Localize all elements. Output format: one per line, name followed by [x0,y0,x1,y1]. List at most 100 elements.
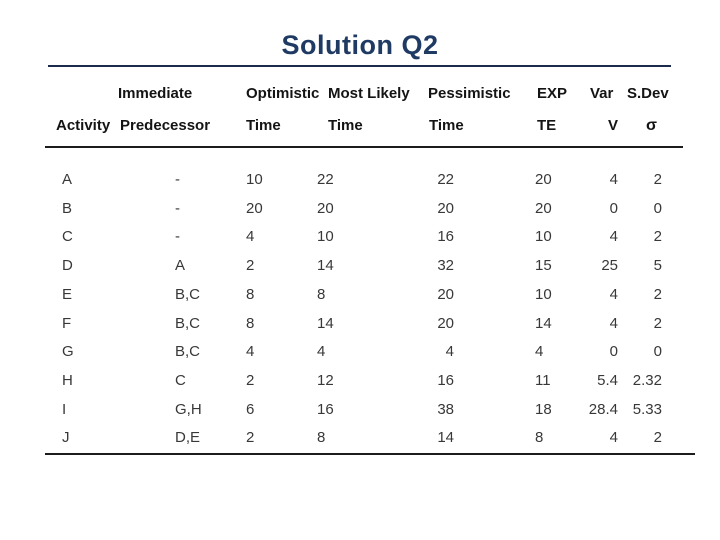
cell-activity: H [62,372,73,389]
cell-predecessor: B,C [175,343,201,360]
table-row: F B,C 8 14 20 14 4 2 [0,315,720,337]
cell-most-likely: 8 [317,429,326,446]
cell-var: 0 [609,343,618,360]
cell-te: 14 [535,315,552,332]
cell-activity: F [62,315,72,332]
cell-pessimistic: 16 [437,228,454,245]
cell-predecessor: G,H [175,401,202,418]
cell-var: 0 [609,200,618,217]
table-row: H C 2 12 16 11 5.4 2.32 [0,372,720,394]
cell-sdev: 2 [653,286,662,303]
col-header-most-likely: Most Likely [328,85,410,102]
cell-var: 4 [609,286,618,303]
cell-activity: G [62,343,74,360]
cell-activity: D [62,257,73,274]
cell-activity: E [62,286,73,303]
cell-te: 20 [535,171,552,188]
cell-sdev: 5 [653,257,662,274]
cell-most-likely: 22 [317,171,334,188]
col-header-most-likely-time: Time [328,117,363,134]
cell-most-likely: 14 [317,315,334,332]
cell-pessimistic: 38 [437,401,454,418]
cell-pessimistic: 22 [437,171,454,188]
cell-var: 4 [609,429,618,446]
cell-activity: C [62,228,73,245]
cell-var: 4 [609,171,618,188]
cell-predecessor: - [175,171,180,188]
cell-predecessor: B,C [175,315,201,332]
cell-most-likely: 4 [317,343,326,360]
col-header-sdev: S.Dev [627,85,669,102]
cell-optimistic: 4 [246,228,255,245]
cell-predecessor: B,C [175,286,201,303]
cell-sdev: 0 [653,343,662,360]
cell-var: 4 [609,228,618,245]
cell-most-likely: 14 [317,257,334,274]
table-bottom-line [45,453,695,455]
cell-optimistic: 10 [246,171,263,188]
table-row: J D,E 2 8 14 8 4 2 [0,429,720,451]
cell-predecessor: D,E [175,429,201,446]
title-underline [48,65,671,67]
cell-activity: A [62,171,73,188]
table-row: B - 20 20 20 20 0 0 [0,200,720,222]
table-row: A - 10 22 22 20 4 2 [0,171,720,193]
col-header-predecessor: Predecessor [120,117,211,134]
cell-sdev: 2 [653,171,662,188]
col-header-activity: Activity [56,117,111,134]
cell-predecessor: C [175,372,186,389]
cell-activity: B [62,200,73,217]
col-header-v: V [608,117,619,134]
cell-most-likely: 10 [317,228,334,245]
col-header-optimistic: Optimistic [246,85,320,102]
header-separator-line [45,146,683,148]
cell-optimistic: 20 [246,200,263,217]
cell-te: 10 [535,286,552,303]
cell-sdev: 2 [653,228,662,245]
cell-optimistic: 8 [246,286,255,303]
cell-te: 4 [535,343,544,360]
cell-var: 25 [601,257,618,274]
cell-te: 18 [535,401,552,418]
cell-sdev: 5.33 [632,401,662,418]
cell-pessimistic: 20 [437,315,454,332]
cell-predecessor: - [175,228,180,245]
col-header-pessimistic-time: Time [429,117,464,134]
cell-most-likely: 16 [317,401,334,418]
cell-most-likely: 8 [317,286,326,303]
table-row: I G,H 6 16 38 18 28.4 5.33 [0,401,720,423]
table-row: G B,C 4 4 4 4 0 0 [0,343,720,365]
cell-sdev: 2 [653,315,662,332]
cell-predecessor: A [175,257,186,274]
cell-pessimistic: 14 [437,429,454,446]
cell-sdev: 2.32 [632,372,662,389]
col-header-immediate: Immediate [118,85,193,102]
cell-predecessor: - [175,200,180,217]
cell-te: 20 [535,200,552,217]
table-row: E B,C 8 8 20 10 4 2 [0,286,720,308]
cell-pessimistic: 32 [437,257,454,274]
cell-pessimistic: 16 [437,372,454,389]
cell-pessimistic: 4 [445,343,454,360]
cell-var: 4 [609,315,618,332]
col-header-sigma: σ [646,117,657,134]
cell-pessimistic: 20 [437,286,454,303]
cell-optimistic: 4 [246,343,255,360]
cell-optimistic: 2 [246,372,255,389]
cell-te: 10 [535,228,552,245]
cell-sdev: 0 [653,200,662,217]
table-row: C - 4 10 16 10 4 2 [0,228,720,250]
col-header-te: TE [537,117,557,134]
col-header-pessimistic: Pessimistic [428,85,511,102]
cell-activity: J [62,429,70,446]
cell-optimistic: 8 [246,315,255,332]
cell-te: 15 [535,257,552,274]
page-title: Solution Q2 [281,30,439,60]
col-header-optimistic-time: Time [246,117,281,134]
cell-var: 5.4 [597,372,618,389]
cell-sdev: 2 [653,429,662,446]
cell-most-likely: 20 [317,200,334,217]
col-header-exp: EXP [537,85,568,102]
cell-optimistic: 2 [246,429,255,446]
